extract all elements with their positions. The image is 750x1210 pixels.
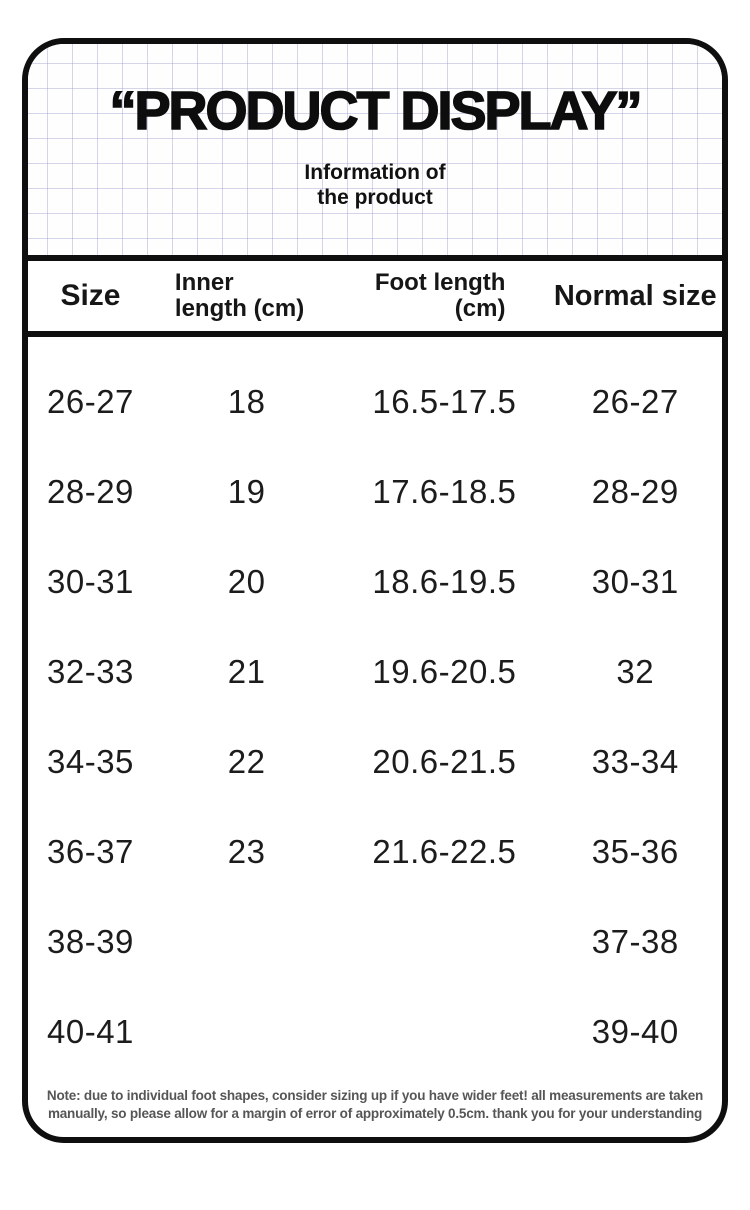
cell-size: 34-35 — [47, 743, 134, 780]
table-row: 32-33 21 19.6-20.5 32 — [28, 627, 722, 717]
subtitle-line-1: Information of — [304, 161, 446, 185]
cell-normal-size: 39-40 — [591, 1013, 679, 1050]
cell-size: 30-31 — [47, 563, 134, 600]
cell-inner-length: 19 — [227, 473, 266, 510]
cell-size: 26-27 — [47, 383, 134, 420]
column-header-normal-size: Normal size — [553, 279, 717, 312]
cell-size: 28-29 — [47, 473, 134, 510]
table-row: 38-39 37-38 — [28, 897, 722, 987]
page-subtitle: Information of the product — [28, 161, 722, 209]
note-text: Note: due to individual foot shapes, con… — [28, 1077, 722, 1122]
cell-foot-length: 21.6-22.5 — [372, 833, 517, 870]
cell-foot-length: 20.6-21.5 — [372, 743, 517, 780]
table-row: 26-27 18 16.5-17.5 26-27 — [28, 357, 722, 447]
page-title: “PRODUCT DISPLAY” — [109, 80, 644, 141]
column-header-inner-length-line2: length (cm) — [174, 295, 305, 322]
cell-normal-size: 28-29 — [591, 473, 679, 510]
cell-foot-length: 17.6-18.5 — [372, 473, 517, 510]
column-header-foot-length-line2: (cm) — [454, 295, 506, 322]
column-header-foot-length: Foot length (cm) — [340, 268, 548, 323]
cell-size: 40-41 — [47, 1013, 134, 1050]
table-row: 36-37 23 21.6-22.5 35-36 — [28, 807, 722, 897]
note-line-2: manually, so please allow for a margin o… — [47, 1105, 703, 1121]
cell-normal-size: 33-34 — [591, 743, 679, 780]
cell-normal-size: 32 — [616, 653, 655, 690]
column-header-inner-length-line1: Inner — [174, 268, 234, 296]
column-header-size: Size — [60, 279, 121, 312]
table-row: 40-41 39-40 — [28, 987, 722, 1077]
cell-inner-length: 20 — [227, 563, 266, 600]
table-row: 34-35 22 20.6-21.5 33-34 — [28, 717, 722, 807]
cell-size: 38-39 — [47, 923, 134, 960]
cell-inner-length: 23 — [227, 833, 266, 870]
cell-size: 32-33 — [47, 653, 134, 690]
cell-inner-length: 18 — [227, 383, 266, 420]
table-row: 28-29 19 17.6-18.5 28-29 — [28, 447, 722, 537]
cell-foot-length: 18.6-19.5 — [372, 563, 517, 600]
cell-foot-length: 16.5-17.5 — [372, 383, 517, 420]
cell-normal-size: 35-36 — [591, 833, 679, 870]
table-row: 30-31 20 18.6-19.5 30-31 — [28, 537, 722, 627]
size-table-body: 26-27 18 16.5-17.5 26-27 28-29 19 17.6-1… — [28, 337, 722, 1077]
cell-normal-size: 37-38 — [591, 923, 679, 960]
cell-normal-size: 26-27 — [591, 383, 679, 420]
table-header-row: Size Inner length (cm) Foot length (cm) … — [28, 255, 722, 337]
cell-size: 36-37 — [47, 833, 134, 870]
cell-inner-length: 22 — [227, 743, 266, 780]
cell-normal-size: 30-31 — [591, 563, 679, 600]
subtitle-line-2: the product — [317, 185, 433, 209]
size-chart-card: “PRODUCT DISPLAY” Information of the pro… — [22, 38, 728, 1143]
cell-foot-length: 19.6-20.5 — [372, 653, 517, 690]
header-section: “PRODUCT DISPLAY” Information of the pro… — [28, 44, 722, 255]
column-header-inner-length: Inner length (cm) — [153, 268, 340, 323]
note-line-1: Note: due to individual foot shapes, con… — [46, 1088, 704, 1103]
cell-inner-length: 21 — [227, 653, 266, 690]
column-header-foot-length-line1: Foot length — [374, 268, 506, 296]
